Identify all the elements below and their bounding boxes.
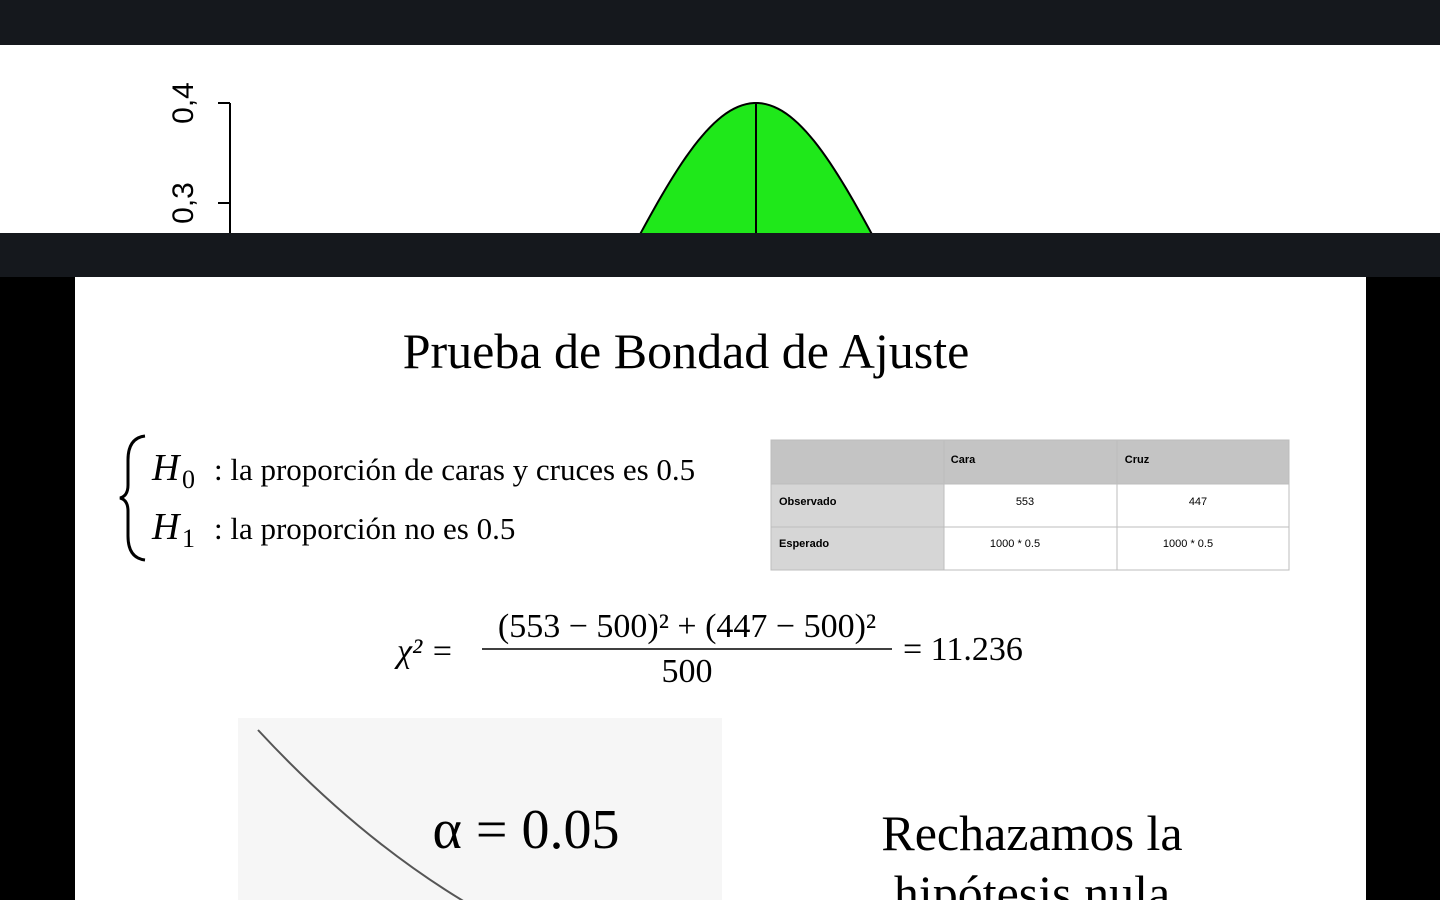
formula-lhs: χ² = [394, 633, 454, 670]
hypothesis-text: : la proporción no es 0.5 [214, 511, 515, 546]
cell: 1000 * 0.5 [1163, 538, 1213, 550]
table: Cara Cruz Observado 553 447 Esperado 100… [770, 439, 1290, 571]
cell: 447 [1189, 496, 1207, 508]
y-tick-label: 0,4 [167, 82, 200, 124]
row-header: Esperado [779, 538, 829, 550]
tail-curve [257, 729, 464, 900]
formula: χ² = (553 − 500)² + (447 − 500)² 500 = 1… [394, 608, 1023, 690]
hypothesis-text: : la proporción de caras y cruces es 0.5 [214, 452, 695, 487]
top-bar [0, 0, 1440, 45]
row-header: Observado [779, 496, 837, 508]
hypothesis: H 0 : la proporción de caras y cruces es… [151, 447, 695, 494]
conclusion: Rechazamos la [881, 805, 1182, 861]
table-border [770, 439, 1290, 571]
subscript: 1 [182, 524, 195, 553]
hypothesis: H 1 : la proporción no es 0.5 [151, 506, 515, 553]
alpha-panel [238, 718, 722, 900]
cell: 1000 * 0.5 [990, 538, 1040, 550]
slide-title: Prueba de Bondad de Ajuste [403, 323, 970, 379]
y-axis [218, 102, 231, 233]
column-header: Cara [951, 454, 976, 466]
y-tick-label: 0,3 [167, 182, 200, 224]
table-grid [771, 440, 1289, 570]
denominator: 500 [662, 653, 713, 690]
plot: 0,4 0,3 [167, 82, 873, 233]
column-header: Cruz [1125, 454, 1150, 466]
cell: 553 [1016, 496, 1034, 508]
numerator: (553 − 500)² + (447 − 500)² [498, 608, 876, 645]
symbol: H [151, 506, 182, 548]
alpha: α = 0.05 [433, 799, 620, 861]
brace [119, 434, 146, 562]
symbol: H [151, 447, 182, 489]
subscript: 0 [182, 465, 195, 494]
video-bar [0, 233, 1440, 277]
formula-result: = 11.236 [903, 631, 1023, 668]
header-row [771, 440, 1289, 484]
conclusion: hipótesis nula [894, 865, 1170, 900]
